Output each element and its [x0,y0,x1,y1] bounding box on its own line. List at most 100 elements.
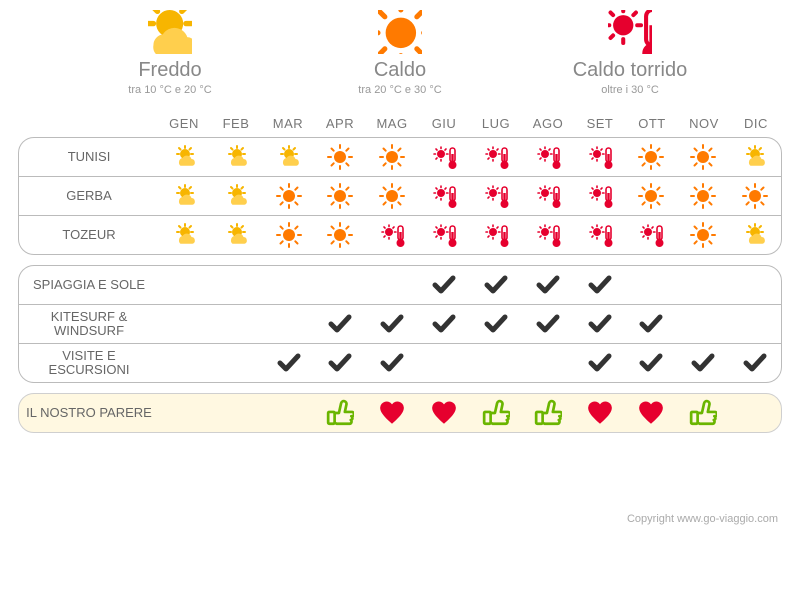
check-icon [729,344,781,382]
empty-cell [159,266,211,304]
thumb-icon [522,394,574,432]
check-icon [418,305,470,343]
months-header: GENFEBMARAPRMAGGIULUGAGOSETOTTNOVDIC [18,114,782,133]
torrid-icon [574,216,626,254]
empty-cell [211,266,263,304]
torrid-icon [574,138,626,176]
empty-cell [729,394,781,432]
month-label: GIU [418,114,470,133]
torrid-icon [574,177,626,215]
legend-title: Caldo [315,59,485,82]
legend-sub: tra 10 °C e 20 °C [85,84,255,96]
month-label: APR [314,114,366,133]
check-icon [574,344,626,382]
cold-icon [148,10,192,54]
torrid-icon [522,216,574,254]
legend-item-torrid: Caldo torrido oltre i 30 °C [545,10,715,96]
heart-icon [625,394,677,432]
hot-icon [729,177,781,215]
empty-cell [729,266,781,304]
check-icon [677,344,729,382]
hot-icon [314,138,366,176]
torrid-icon [522,177,574,215]
month-label: OTT [626,114,678,133]
empty-cell [522,344,574,382]
month-label: SET [574,114,626,133]
check-icon [522,266,574,304]
empty-cell [263,305,315,343]
torrid-icon [625,216,677,254]
empty-cell [677,266,729,304]
month-label: MAG [366,114,418,133]
table-row: TUNISI [19,138,781,176]
activities-block: SPIAGGIA E SOLEKITESURF & WINDSURFVISITE… [18,265,782,383]
cold-icon [159,138,211,176]
torrid-icon [470,177,522,215]
hot-icon [314,177,366,215]
cold-icon [211,216,263,254]
legend-item-cold: Freddo tra 10 °C e 20 °C [85,10,255,96]
thumb-icon [470,394,522,432]
empty-cell [314,266,366,304]
empty-cell [470,344,522,382]
legend-title: Caldo torrido [545,59,715,82]
hot-icon [625,177,677,215]
thumb-icon [314,394,366,432]
hot-icon [378,10,422,54]
empty-cell [211,344,263,382]
check-icon [263,344,315,382]
hot-icon [677,216,729,254]
check-icon [625,344,677,382]
check-icon [522,305,574,343]
torrid-icon [418,138,470,176]
month-label: AGO [522,114,574,133]
empty-cell [677,305,729,343]
cold-icon [729,138,781,176]
cold-icon [159,177,211,215]
row-label: GERBA [19,185,159,207]
legend-sub: tra 20 °C e 30 °C [315,84,485,96]
legend-sub: oltre i 30 °C [545,84,715,96]
cold-icon [211,138,263,176]
torrid-icon [470,216,522,254]
empty-cell [211,394,263,432]
thumb-icon [677,394,729,432]
hot-icon [677,177,729,215]
empty-cell [366,266,418,304]
legend-item-hot: Caldo tra 20 °C e 30 °C [315,10,485,96]
check-icon [574,266,626,304]
torrid-icon [366,216,418,254]
table-row: KITESURF & WINDSURF [19,304,781,343]
month-label: MAR [262,114,314,133]
empty-cell [729,305,781,343]
check-icon [366,344,418,382]
check-icon [470,305,522,343]
table-row: VISITE E ESCURSIONI [19,343,781,382]
heart-icon [418,394,470,432]
hot-icon [366,177,418,215]
opinion-block: IL NOSTRO PARERE [18,393,782,433]
empty-cell [159,305,211,343]
torrid-icon [608,10,652,54]
empty-cell [418,344,470,382]
check-icon [314,305,366,343]
check-icon [625,305,677,343]
check-icon [470,266,522,304]
check-icon [574,305,626,343]
month-label: FEB [210,114,262,133]
table-row: IL NOSTRO PARERE [19,394,781,432]
empty-cell [625,266,677,304]
empty-cell [263,394,315,432]
cold-icon [729,216,781,254]
row-label: VISITE E ESCURSIONI [19,345,159,382]
copyright: Copyright www.go-viaggio.com [627,513,778,525]
hot-icon [625,138,677,176]
cold-icon [263,138,315,176]
check-icon [314,344,366,382]
torrid-icon [418,177,470,215]
check-icon [418,266,470,304]
cold-icon [159,216,211,254]
table-row: SPIAGGIA E SOLE [19,266,781,304]
empty-cell [159,394,211,432]
torrid-icon [418,216,470,254]
